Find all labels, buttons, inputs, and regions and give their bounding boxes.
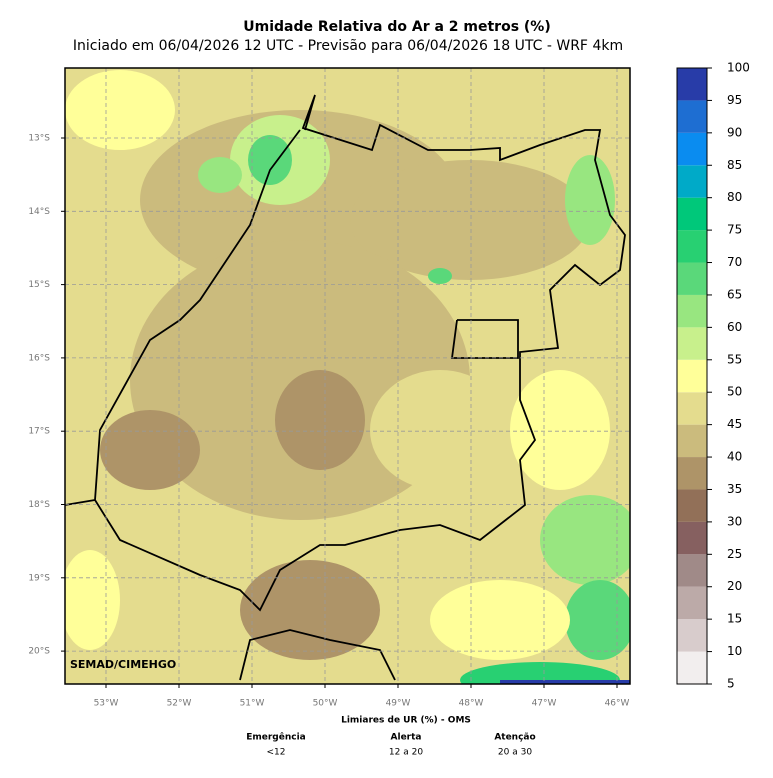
- colorbar-band: [677, 68, 707, 101]
- lat-label: 16°S: [28, 353, 50, 363]
- threshold-range: 12 a 20: [389, 748, 423, 758]
- credit: SEMAD/CIMEHGO: [70, 658, 176, 671]
- colorbar-band: [677, 197, 707, 231]
- colorbar-label: 85: [727, 158, 742, 172]
- colorbar-label: 80: [727, 190, 742, 204]
- colorbar-band: [677, 392, 707, 425]
- colorbar-label: 20: [727, 579, 742, 593]
- colorbar-band: [677, 489, 707, 522]
- lon-label: 47°W: [532, 699, 557, 709]
- colorbar-label: 35: [727, 482, 742, 496]
- colorbar-label: 75: [727, 223, 742, 237]
- colorbar-label: 95: [727, 93, 742, 107]
- colorbar-band: [677, 651, 707, 684]
- colorbar-band: [677, 586, 707, 620]
- colorbar-label: 50: [727, 385, 742, 399]
- colorbar-band: [677, 230, 707, 263]
- colorbar-band: [677, 619, 707, 652]
- df-border: [450, 319, 519, 359]
- lon-label: 53°W: [94, 699, 119, 709]
- colorbar-label: 65: [727, 287, 742, 301]
- colorbar-label: 40: [727, 450, 742, 464]
- lat-label: 19°S: [28, 573, 50, 583]
- colorbar-label: 30: [727, 514, 742, 528]
- lon-label: 46°W: [605, 699, 630, 709]
- colorbar-label: 15: [727, 612, 742, 626]
- colorbar-label: 25: [727, 547, 742, 561]
- colorbar-band: [677, 294, 707, 328]
- map-frame: [64, 67, 631, 685]
- lat-label: 13°S: [28, 134, 50, 144]
- colorbar-band: [677, 359, 707, 393]
- threshold-name: Alerta: [391, 733, 422, 743]
- map-field: [65, 68, 630, 684]
- subtitle: Iniciado em 06/04/2026 12 UTC - Previsão…: [73, 38, 623, 54]
- colorbar-label: 70: [727, 255, 742, 269]
- colorbar-band: [677, 554, 707, 587]
- lat-label: 14°S: [28, 207, 50, 217]
- colorbar-frame: [676, 67, 708, 685]
- colorbar-label: 90: [727, 125, 742, 139]
- colorbar-band: [677, 424, 707, 458]
- lon-label: 49°W: [386, 699, 411, 709]
- threshold-name: Atenção: [494, 733, 535, 743]
- lon-label: 51°W: [240, 699, 265, 709]
- colorbar-band: [677, 262, 707, 295]
- lat-label: 15°S: [28, 280, 50, 290]
- colorbar: 5 10 15 20 25 30 35 40 45 50 55 60 65 70 75 80 85 90 95 100: [676, 61, 750, 691]
- south-border: [239, 629, 396, 681]
- threshold-range: <12: [267, 748, 286, 758]
- colorbar-band: [677, 457, 707, 490]
- colorbar-band: [677, 327, 707, 360]
- lat-label: 18°S: [28, 500, 50, 510]
- colorbar-label: 10: [727, 644, 742, 658]
- threshold-name: Emergência: [246, 732, 306, 743]
- grid: [61, 68, 630, 688]
- title: Umidade Relativa do Ar a 2 metros (%): [243, 19, 550, 35]
- colorbar-label: 45: [727, 417, 742, 431]
- lon-label: 48°W: [459, 699, 484, 709]
- colorbar-band: [677, 132, 707, 166]
- threshold-range: 20 a 30: [498, 748, 532, 758]
- lon-label: 50°W: [313, 699, 338, 709]
- lat-label: 17°S: [28, 427, 50, 437]
- colorbar-band: [677, 165, 707, 198]
- lon-label: 52°W: [167, 699, 192, 709]
- colorbar-label: 100: [727, 61, 750, 75]
- colorbar-label: 55: [727, 352, 742, 366]
- colorbar-label: 60: [727, 320, 742, 334]
- state-border: [65, 94, 626, 612]
- colorbar-band: [677, 100, 707, 133]
- lat-label: 20°S: [28, 647, 50, 657]
- thresholds-title: Limiares de UR (%) - OMS: [341, 716, 471, 726]
- colorbar-band: [677, 521, 707, 555]
- colorbar-label: 5: [727, 677, 735, 691]
